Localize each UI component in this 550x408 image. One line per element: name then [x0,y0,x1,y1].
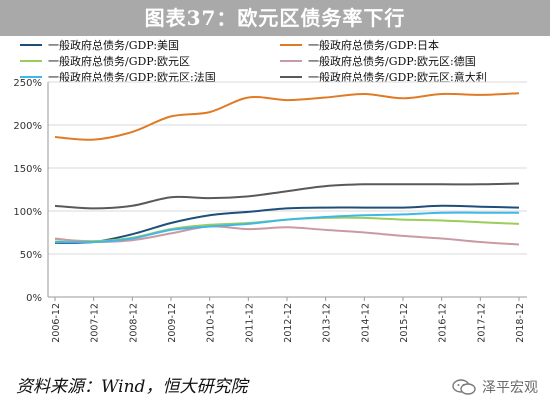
y-tick-label: 250% [13,78,42,89]
legend-label: 一般政府总债务/GDP:美国 [48,39,180,52]
x-tick-label: 2008-12 [128,303,139,343]
source-note: 资料来源：Wind，恒大研究院 [16,377,248,397]
x-tick-label: 2011-12 [244,303,255,343]
watermark-text: 泽平宏观 [482,380,538,396]
x-tick-label: 2007-12 [90,303,101,343]
series-line [54,225,520,246]
y-tick-label: 0% [26,293,42,304]
legend-swatch [20,60,42,62]
legend-label: 一般政府总债务/GDP:欧元区:意大利 [308,71,487,84]
x-tick-label: 2014-12 [360,303,371,343]
y-tick-label: 200% [13,121,42,132]
x-tick-label: 2006-12 [51,303,62,343]
x-tick-label: 2017-12 [476,303,487,343]
wechat-icon [452,379,476,395]
chart-title: 图表37：欧元区债务率下行 [144,6,406,30]
x-tick-label: 2012-12 [283,303,294,343]
x-tick-label: 2016-12 [438,303,449,343]
y-tick-label: 100% [13,207,42,218]
y-tick-label: 50% [20,250,42,261]
series-line [54,92,520,141]
x-tick-label: 2010-12 [206,303,217,343]
title-band [0,0,550,36]
legend: 一般政府总债务/GDP:美国 一般政府总债务/GDP:欧元区一般政府总债务/GDP… [18,36,538,86]
legend-item: 一般政府总债务/GDP:欧元区:意大利 [280,69,487,85]
series-line [54,216,520,243]
legend-label: 一般政府总债务/GDP:欧元区 [48,55,191,68]
legend-label: 一般政府总债务/GDP:欧元区:法国 [48,71,216,84]
series-line [54,211,519,244]
y-tick-label: 150% [13,164,42,175]
x-tick-label: 2015-12 [399,303,410,343]
legend-item: 一般政府总债务/GDP:欧元区:法国 [20,69,216,85]
legend-swatch [280,76,302,78]
legend-item: 一般政府总债务/GDP:日本 [280,37,439,53]
legend-item: 一般政府总债务/GDP:美国 [20,37,179,53]
legend-item: 一般政府总债务/GDP:欧元区 [20,53,190,69]
x-tick-label: 2009-12 [167,303,178,343]
legend-swatch [280,44,302,46]
x-tick-label: 2013-12 [322,303,333,343]
legend-label: 一般政府总债务/GDP:日本 [308,39,440,52]
legend-swatch [20,44,42,46]
series-line [54,182,520,210]
x-tick-label: 2018-12 [515,303,526,343]
watermark: 泽平宏观 [452,377,538,397]
series-line [54,204,520,244]
legend-item: 一般政府总债务/GDP:欧元区:德国 [280,53,476,69]
legend-swatch [20,76,42,78]
legend-swatch [280,60,302,62]
legend-label: 一般政府总债务/GDP:欧元区:德国 [308,55,476,68]
